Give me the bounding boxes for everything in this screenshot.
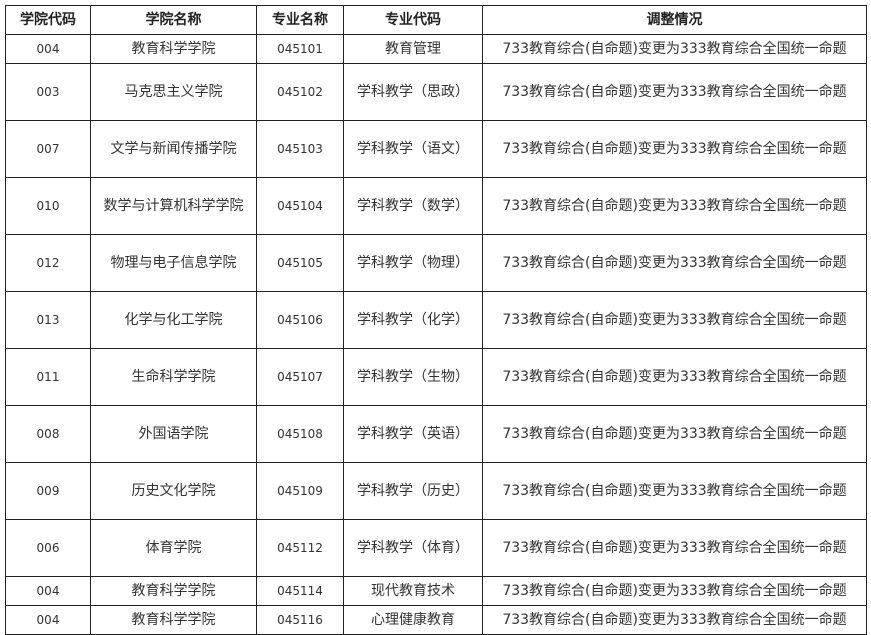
college-name-cell: 教育科学学院 <box>90 576 257 606</box>
adjustment-cell: 733教育综合(自命题)变更为333教育综合全国统一命题 <box>482 291 867 349</box>
adjustment-cell: 733教育综合(自命题)变更为333教育综合全国统一命题 <box>482 63 867 121</box>
college-code-cell: 011 <box>5 348 91 406</box>
college-code-cell: 007 <box>5 120 91 178</box>
adjustment-cell: 733教育综合(自命题)变更为333教育综合全国统一命题 <box>482 348 867 406</box>
adjustment-table: 学院代码 学院名称 专业名称 专业代码 调整情况 004 教育科学学院 045101… <box>5 5 867 635</box>
table-row: 003 马克思主义学院 045102 学科教学（思政） 733教育综合(自命题)变更为3… <box>5 63 867 121</box>
major-name-cell: 学科教学（英语） <box>343 405 483 463</box>
college-code-cell: 004 <box>5 576 91 606</box>
college-name-cell: 历史文化学院 <box>90 462 257 520</box>
major-name-cell: 学科教学（化学） <box>343 291 483 349</box>
college-name-cell: 物理与电子信息学院 <box>90 234 257 292</box>
table-row: 004 教育科学学院 045114 现代教育技术 733教育综合(自命题)变更为333教… <box>5 576 867 606</box>
header-major-name: 专业名称 <box>256 5 344 35</box>
college-code-cell: 004 <box>5 605 91 635</box>
college-code-cell: 008 <box>5 405 91 463</box>
header-college-name: 学院名称 <box>90 5 257 35</box>
adjustment-cell: 733教育综合(自命题)变更为333教育综合全国统一命题 <box>482 519 867 577</box>
table-row: 012 物理与电子信息学院 045105 学科教学（物理） 733教育综合(自命题)变更… <box>5 234 867 292</box>
header-college-code: 学院代码 <box>5 5 91 35</box>
major-code-cell: 045108 <box>256 405 344 463</box>
adjustment-cell: 733教育综合(自命题)变更为333教育综合全国统一命题 <box>482 405 867 463</box>
major-code-cell: 045104 <box>256 177 344 235</box>
college-name-cell: 数学与计算机科学学院 <box>90 177 257 235</box>
college-code-cell: 013 <box>5 291 91 349</box>
table-row: 004 教育科学学院 045101 教育管理 733教育综合(自命题)变更为333教育综… <box>5 34 867 64</box>
adjustment-cell: 733教育综合(自命题)变更为333教育综合全国统一命题 <box>482 605 867 635</box>
college-name-cell: 教育科学学院 <box>90 605 257 635</box>
adjustment-cell: 733教育综合(自命题)变更为333教育综合全国统一命题 <box>482 120 867 178</box>
adjustment-cell: 733教育综合(自命题)变更为333教育综合全国统一命题 <box>482 177 867 235</box>
major-name-cell: 现代教育技术 <box>343 576 483 606</box>
table-row: 007 文学与新闻传播学院 045103 学科教学（语文） 733教育综合(自命题)变更… <box>5 120 867 178</box>
major-name-cell: 学科教学（语文） <box>343 120 483 178</box>
major-name-cell: 学科教学（生物） <box>343 348 483 406</box>
major-name-cell: 教育管理 <box>343 34 483 64</box>
table-header-row: 学院代码 学院名称 专业名称 专业代码 调整情况 <box>5 5 867 35</box>
table-row: 010 数学与计算机科学学院 045104 学科教学（数学） 733教育综合(自命题)变… <box>5 177 867 235</box>
header-adjustment: 调整情况 <box>482 5 867 35</box>
major-name-cell: 学科教学（物理） <box>343 234 483 292</box>
major-name-cell: 心理健康教育 <box>343 605 483 635</box>
table-row: 004 教育科学学院 045116 心理健康教育 733教育综合(自命题)变更为333教… <box>5 605 867 635</box>
major-code-cell: 045116 <box>256 605 344 635</box>
college-code-cell: 010 <box>5 177 91 235</box>
major-name-cell: 学科教学（体育） <box>343 519 483 577</box>
major-code-cell: 045112 <box>256 519 344 577</box>
table-row: 011 生命科学学院 045107 学科教学（生物） 733教育综合(自命题)变更为33… <box>5 348 867 406</box>
college-code-cell: 004 <box>5 34 91 64</box>
major-code-cell: 045109 <box>256 462 344 520</box>
major-code-cell: 045106 <box>256 291 344 349</box>
college-name-cell: 外国语学院 <box>90 405 257 463</box>
major-code-cell: 045114 <box>256 576 344 606</box>
major-code-cell: 045107 <box>256 348 344 406</box>
college-code-cell: 012 <box>5 234 91 292</box>
college-name-cell: 教育科学学院 <box>90 34 257 64</box>
college-name-cell: 体育学院 <box>90 519 257 577</box>
college-code-cell: 009 <box>5 462 91 520</box>
major-code-cell: 045101 <box>256 34 344 64</box>
major-code-cell: 045105 <box>256 234 344 292</box>
college-name-cell: 文学与新闻传播学院 <box>90 120 257 178</box>
table-row: 008 外国语学院 045108 学科教学（英语） 733教育综合(自命题)变更为333… <box>5 405 867 463</box>
college-name-cell: 马克思主义学院 <box>90 63 257 121</box>
major-name-cell: 学科教学（数学） <box>343 177 483 235</box>
college-name-cell: 生命科学学院 <box>90 348 257 406</box>
college-code-cell: 006 <box>5 519 91 577</box>
major-code-cell: 045102 <box>256 63 344 121</box>
adjustment-cell: 733教育综合(自命题)变更为333教育综合全国统一命题 <box>482 34 867 64</box>
college-name-cell: 化学与化工学院 <box>90 291 257 349</box>
major-name-cell: 学科教学（思政） <box>343 63 483 121</box>
major-code-cell: 045103 <box>256 120 344 178</box>
adjustment-cell: 733教育综合(自命题)变更为333教育综合全国统一命题 <box>482 234 867 292</box>
header-major-code: 专业代码 <box>343 5 483 35</box>
table-row: 013 化学与化工学院 045106 学科教学（化学） 733教育综合(自命题)变更为3… <box>5 291 867 349</box>
major-name-cell: 学科教学（历史） <box>343 462 483 520</box>
table-row: 006 体育学院 045112 学科教学（体育） 733教育综合(自命题)变更为333教… <box>5 519 867 577</box>
adjustment-cell: 733教育综合(自命题)变更为333教育综合全国统一命题 <box>482 576 867 606</box>
adjustment-cell: 733教育综合(自命题)变更为333教育综合全国统一命题 <box>482 462 867 520</box>
table-row: 009 历史文化学院 045109 学科教学（历史） 733教育综合(自命题)变更为33… <box>5 462 867 520</box>
college-code-cell: 003 <box>5 63 91 121</box>
